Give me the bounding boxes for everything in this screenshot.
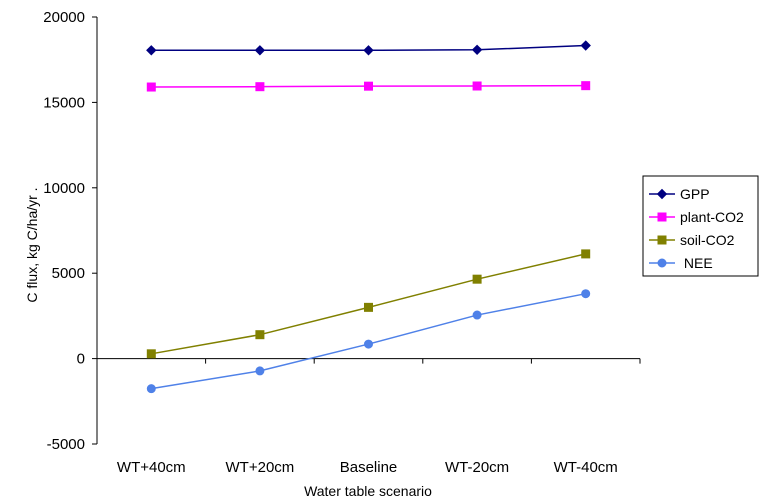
series-gpp (146, 40, 591, 56)
y-tick-label: 10000 (43, 180, 85, 197)
series-group (146, 40, 591, 394)
legend-marker-soil-co2 (657, 235, 667, 245)
x-tick-label: Baseline (340, 459, 398, 476)
series-nee (146, 289, 591, 394)
data-point-gpp (471, 44, 483, 56)
data-point-nee (472, 310, 482, 320)
y-tick-label: -5000 (47, 436, 85, 453)
legend: GPP plant-CO2 soil-CO2 NEE (642, 175, 759, 277)
legend-label-gpp: GPP (680, 186, 710, 202)
y-tick-label: 0 (77, 351, 85, 368)
data-point-gpp (254, 45, 266, 56)
x-tick-label: WT-40cm (554, 459, 618, 476)
data-point-plant-co2 (255, 82, 265, 92)
data-point-gpp (363, 45, 374, 56)
data-point-plant-co2 (146, 82, 156, 92)
y-tick-label: 5000 (52, 265, 85, 282)
series-plant-co2 (146, 81, 591, 92)
legend-marker-gpp (656, 188, 668, 200)
x-tick-label: WT-20cm (445, 459, 509, 476)
y-axis-title: C flux, kg C/ha/yr . (24, 187, 40, 302)
data-point-nee (364, 339, 373, 349)
legend-label-soil-co2: soil-CO2 (680, 232, 735, 248)
legend-label-nee: NEE (680, 255, 713, 271)
data-point-soil-co2 (364, 302, 373, 312)
y-tick-label: 15000 (43, 94, 85, 111)
data-point-nee (255, 366, 265, 376)
legend-marker-plant-co2 (657, 212, 667, 222)
data-point-soil-co2 (581, 249, 591, 259)
data-point-soil-co2 (472, 274, 482, 284)
axes: -5000 0 5000 10000 15000 20000 WT+40cm WT+20cm B… (43, 9, 641, 476)
data-point-gpp (146, 45, 157, 56)
series-soil-co2 (146, 249, 591, 359)
data-point-soil-co2 (146, 349, 156, 359)
legend-label-plant-co2: plant-CO2 (680, 209, 744, 225)
data-point-nee (146, 384, 156, 394)
data-point-plant-co2 (581, 81, 591, 91)
data-point-plant-co2 (364, 81, 373, 91)
legend-marker-nee (657, 258, 667, 268)
x-tick-label: WT+20cm (226, 459, 295, 476)
data-point-soil-co2 (255, 330, 265, 340)
x-tick-label: WT+40cm (117, 459, 186, 476)
y-tick-label: 20000 (43, 9, 85, 26)
data-point-plant-co2 (472, 81, 482, 91)
data-point-nee (581, 289, 591, 299)
data-point-gpp (580, 40, 591, 51)
x-axis-title: Water table scenario (304, 483, 432, 499)
